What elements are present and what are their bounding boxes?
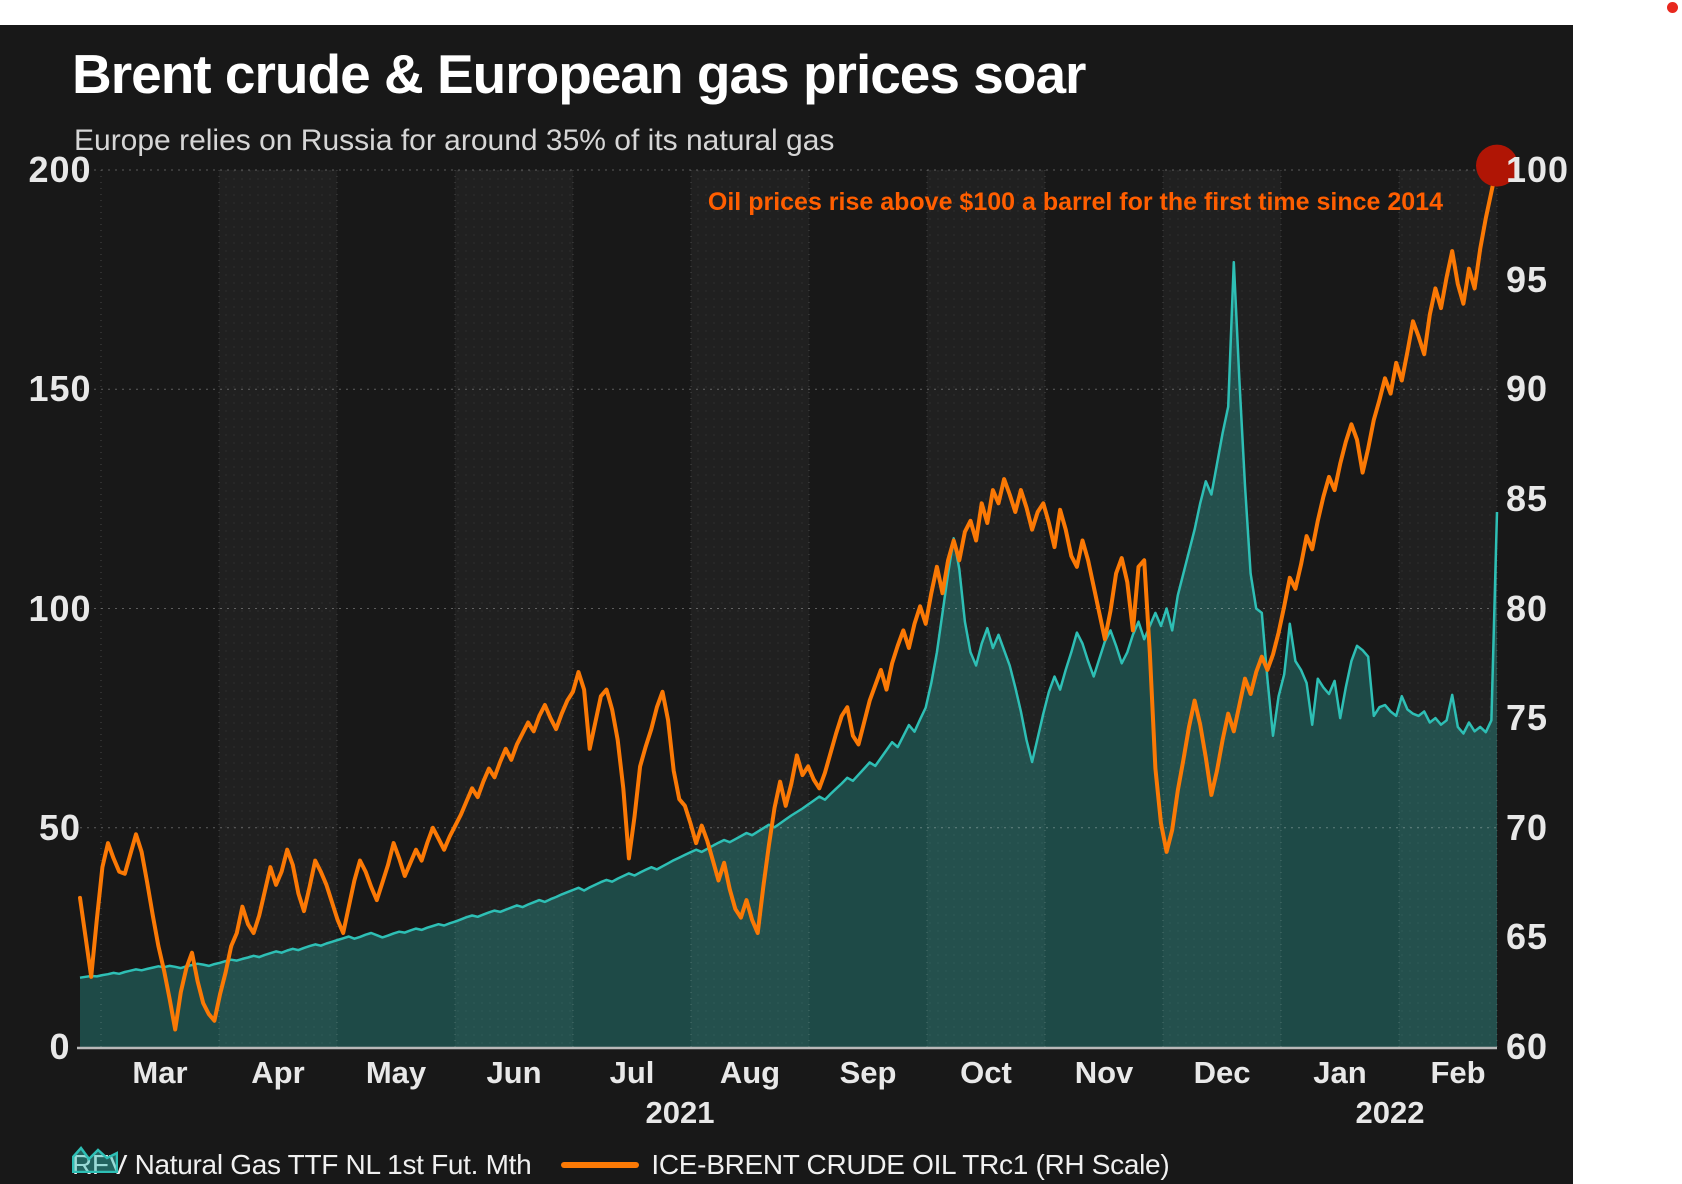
price-100-marker-dot: [1476, 144, 1518, 187]
month-label: Aug: [719, 1055, 781, 1090]
month-band: [927, 170, 1045, 1047]
plot-svg: [77, 144, 1518, 1050]
right-axis-tick: 65: [1506, 916, 1549, 958]
month-band: [691, 170, 809, 1047]
month-label: May: [365, 1055, 427, 1090]
month-label: Jul: [609, 1055, 655, 1090]
month-label: Sep: [839, 1055, 897, 1090]
month-bands: [219, 170, 1497, 1047]
month-label: Jan: [1313, 1055, 1367, 1090]
left-axis-tick: 50: [38, 806, 82, 848]
gas-line: [79, 260, 1499, 979]
chart-title: Brent crude & European gas prices soar: [72, 43, 1086, 105]
left-axis-tick: 200: [28, 149, 92, 190]
price-chart-panel: Brent crude & European gas prices soar E…: [0, 25, 1573, 1184]
month-label: Nov: [1074, 1055, 1134, 1090]
legend-item-gas: RFV Natural Gas TTF NL 1st Fut. Mth: [72, 1146, 532, 1181]
right-axis-tick: 80: [1506, 587, 1549, 629]
recording-indicator-icon: [1667, 2, 1678, 13]
line-series-icon: [561, 1162, 640, 1168]
legend-label-gas: RFV Natural Gas TTF NL 1st Fut. Mth: [72, 1149, 532, 1180]
left-axis-tick: 0: [49, 1026, 71, 1067]
left-axis-tick: 150: [28, 368, 92, 410]
brent-line: [78, 163, 1499, 1032]
month-label: Apr: [251, 1055, 305, 1090]
right-axis-tick: 95: [1506, 258, 1549, 300]
right-axis-tick: 100: [1506, 149, 1570, 190]
year-label: 2021: [645, 1095, 715, 1130]
gridlines: [80, 169, 1498, 1047]
month-label: Oct: [960, 1055, 1012, 1090]
month-band: [219, 170, 337, 1047]
gas-area: [80, 262, 1497, 1048]
month-band: [1399, 170, 1497, 1047]
left-axis-tick: 100: [28, 587, 92, 629]
right-axis-tick: 90: [1506, 368, 1549, 410]
year-label: 2022: [1355, 1095, 1425, 1130]
month-label: Feb: [1430, 1055, 1486, 1090]
month-label: Mar: [132, 1055, 188, 1090]
month-label: Jun: [486, 1055, 542, 1090]
legend-label-brent: ICE-BRENT CRUDE OIL TRc1 (RH Scale): [651, 1149, 1170, 1180]
legend-item-brent: ICE-BRENT CRUDE OIL TRc1 (RH Scale): [561, 1149, 1170, 1181]
right-axis-tick: 85: [1506, 477, 1549, 519]
month-band: [455, 170, 573, 1047]
right-axis-tick: 75: [1506, 697, 1549, 739]
legend: RFV Natural Gas TTF NL 1st Fut. Mth ICE-…: [72, 1143, 1170, 1184]
chart-subtitle: Europe relies on Russia for around 35% o…: [74, 124, 835, 157]
month-label: Dec: [1193, 1055, 1251, 1090]
month-band: [1163, 170, 1281, 1047]
right-axis-tick: 70: [1506, 806, 1549, 848]
oil-price-annotation: Oil prices rise above $100 a barrel for …: [707, 188, 1443, 216]
right-axis-tick: 60: [1506, 1026, 1549, 1067]
area-series-icon: [72, 1146, 118, 1173]
